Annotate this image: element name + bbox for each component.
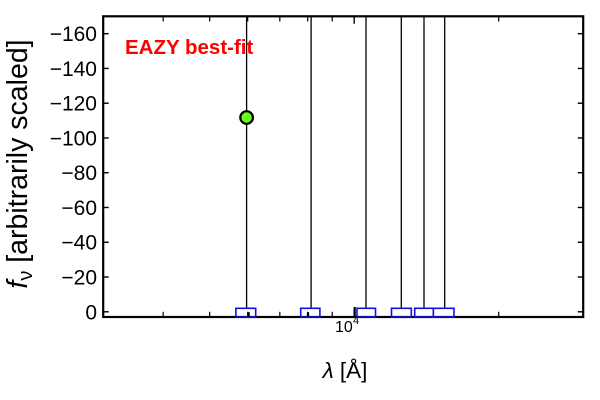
svg-text:0: 0 bbox=[85, 301, 97, 324]
svg-text:EAZY best-fit: EAZY best-fit bbox=[125, 36, 253, 59]
svg-text:−160: −160 bbox=[50, 23, 97, 46]
svg-text:λ [Å]: λ [Å] bbox=[321, 358, 368, 383]
svg-text:−20: −20 bbox=[61, 267, 97, 290]
svg-text:10: 10 bbox=[335, 319, 353, 336]
svg-text:−100: −100 bbox=[50, 128, 97, 151]
svg-text:−140: −140 bbox=[50, 58, 97, 81]
svg-text:−60: −60 bbox=[61, 197, 97, 220]
svg-text:−120: −120 bbox=[50, 93, 97, 116]
svg-text:fν [arbitrarily scaled]: fν [arbitrarily scaled] bbox=[2, 39, 37, 288]
svg-text:−80: −80 bbox=[61, 162, 97, 185]
svg-text:−40: −40 bbox=[61, 232, 97, 255]
